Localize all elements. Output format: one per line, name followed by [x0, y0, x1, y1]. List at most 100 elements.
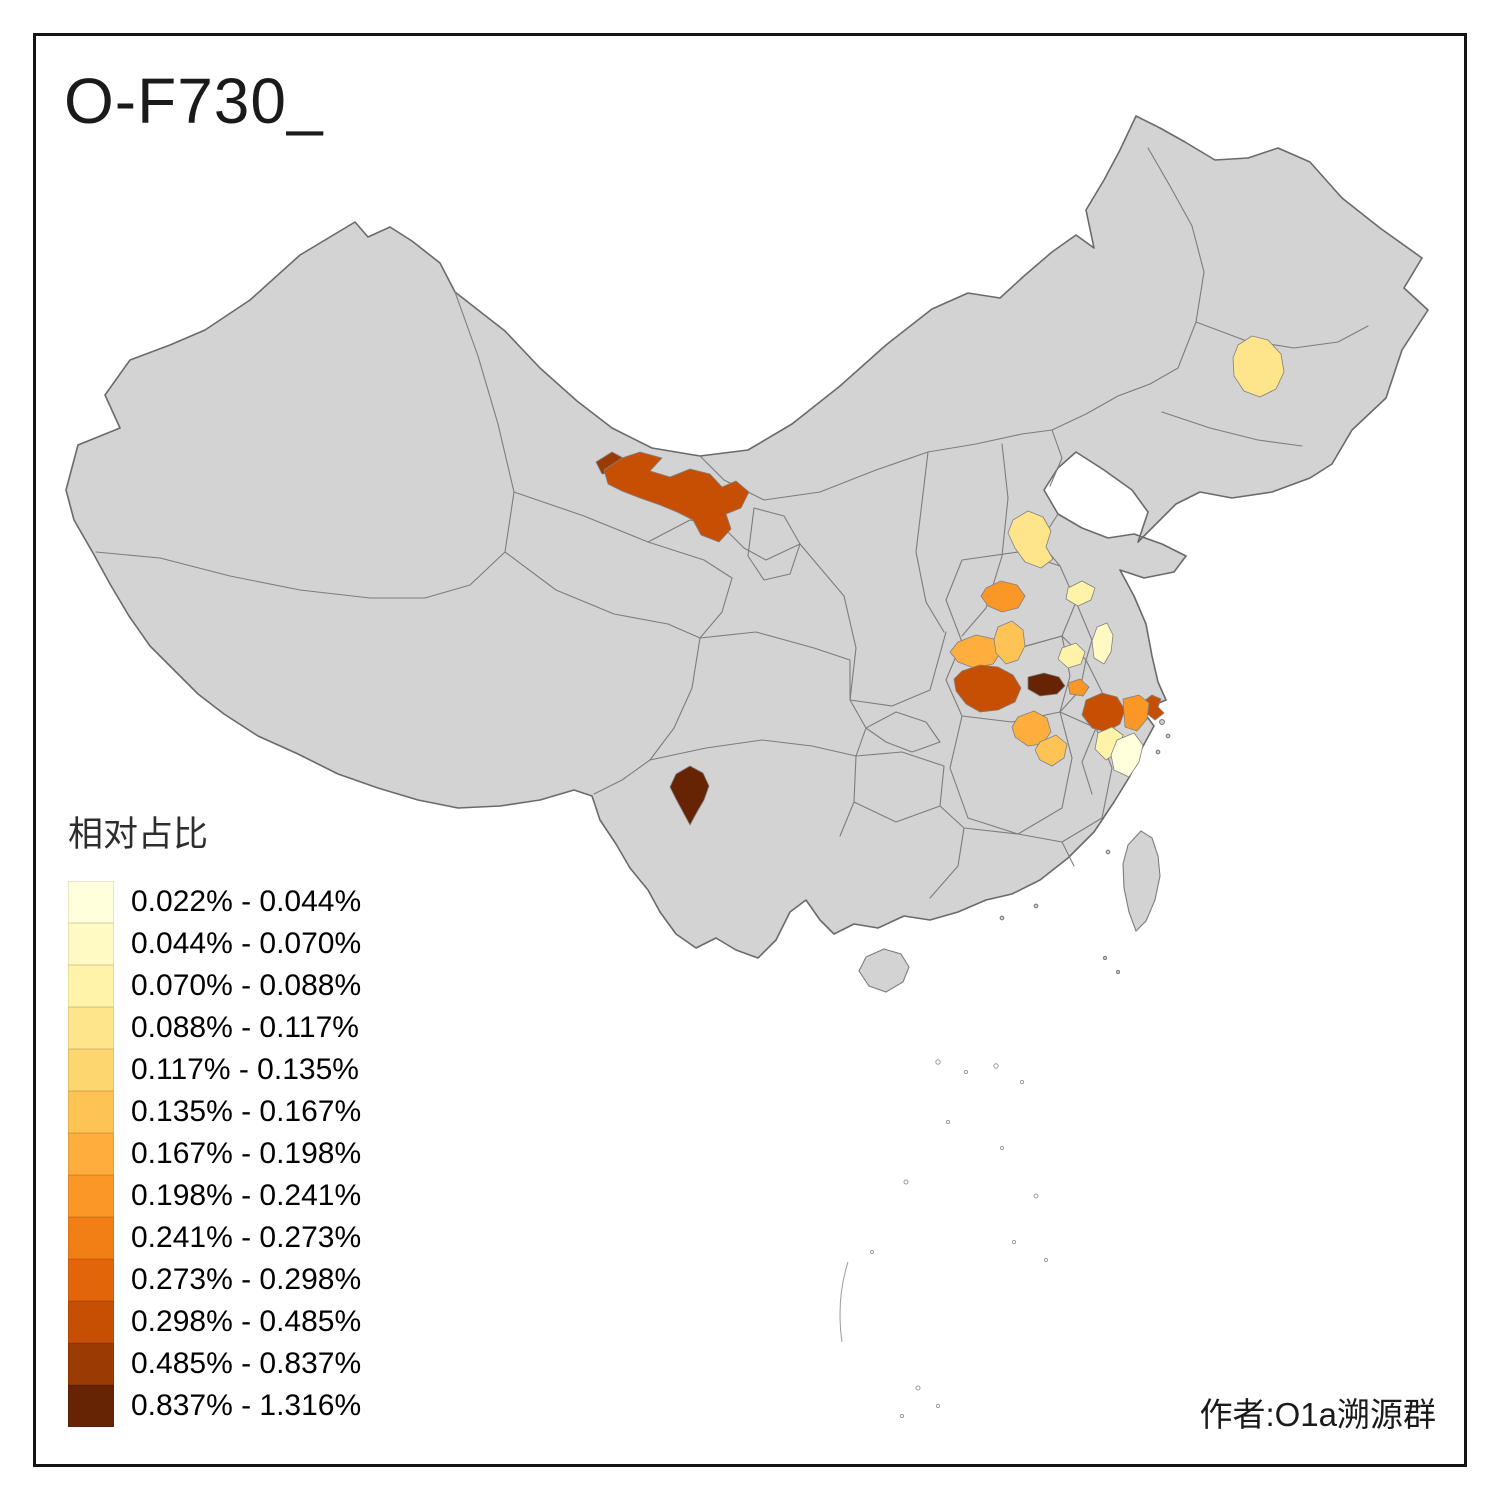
sea-islet	[899, 1413, 905, 1419]
legend-swatch	[68, 1091, 114, 1133]
sea-islet	[869, 1249, 875, 1255]
coastal-island	[1102, 955, 1108, 961]
legend-swatch	[68, 1343, 114, 1385]
region-patch-jiangsu-northwest	[1065, 580, 1096, 607]
boundary-line	[747, 507, 801, 581]
region-patch-hubei-central	[993, 620, 1026, 665]
sea-islet	[1019, 1079, 1025, 1085]
legend-swatch	[68, 1301, 114, 1343]
legend-label: 0.117% - 0.135%	[131, 1053, 359, 1086]
sea-islet	[999, 1145, 1005, 1151]
sea-islet	[903, 1179, 909, 1185]
boundary-line	[945, 635, 1087, 723]
sea-islet	[1011, 1239, 1017, 1245]
coastal-island	[1033, 903, 1039, 909]
boundary-line	[915, 451, 945, 633]
sea-boundary-line	[839, 1261, 849, 1343]
legend-label: 0.088% - 0.117%	[131, 1011, 359, 1044]
legend-item: 0.022% - 0.044%	[68, 881, 361, 923]
region-patch-northeast	[1232, 335, 1285, 398]
legend-item: 0.241% - 0.273%	[68, 1217, 361, 1259]
legend-label: 0.485% - 0.837%	[131, 1347, 362, 1380]
legend-swatch	[68, 1259, 114, 1301]
legend-item: 0.044% - 0.070%	[68, 923, 361, 965]
legend: 相对占比 0.022% - 0.044% 0.044% - 0.070% 0.0…	[68, 806, 361, 1427]
legend-swatch	[68, 1049, 114, 1091]
coastal-island	[1155, 749, 1161, 755]
region-patch-anhui-north	[1057, 642, 1086, 669]
region-patch-jiangsu-middle	[1091, 622, 1114, 665]
legend-label: 0.044% - 0.070%	[131, 927, 362, 960]
legend-item: 0.837% - 1.316%	[68, 1385, 361, 1427]
region-patch-hunan-b	[1034, 734, 1068, 767]
region-patch-yunnan-dark	[669, 765, 710, 826]
boundary-line	[799, 543, 947, 707]
legend-label: 0.198% - 0.241%	[131, 1179, 362, 1212]
legend-item: 0.167% - 0.198%	[68, 1133, 361, 1175]
legend-swatch	[68, 1385, 114, 1427]
region-patch-jiangxi-northeast	[1122, 694, 1150, 732]
legend-item: 0.298% - 0.485%	[68, 1301, 361, 1343]
region-patch-hubei-northwest	[949, 634, 1002, 669]
legend-label: 0.135% - 0.167%	[131, 1095, 362, 1128]
legend-swatch	[68, 1007, 114, 1049]
boundary-line	[961, 443, 1009, 637]
legend-swatch	[68, 1175, 114, 1217]
legend-title: 相对占比	[68, 815, 209, 854]
sea-islet	[935, 1403, 941, 1409]
coastal-island	[1115, 969, 1121, 975]
hainan-island	[858, 948, 910, 993]
region-patch-hubei-southwest	[953, 664, 1022, 713]
legend-item: 0.070% - 0.088%	[68, 965, 361, 1007]
boundary-line	[647, 519, 801, 561]
boundary-line	[1161, 411, 1303, 447]
legend-label: 0.167% - 0.198%	[131, 1137, 362, 1170]
legend-swatch	[68, 923, 114, 965]
south-china-sea-islets	[839, 1059, 1049, 1419]
region-patch-henan-north	[980, 580, 1026, 613]
legend-swatch	[68, 1133, 114, 1175]
sea-islet	[993, 1063, 999, 1069]
taiwan-island	[1122, 830, 1161, 932]
figure-border	[33, 33, 1467, 1467]
region-patch-hubei-east-dark	[1027, 672, 1066, 697]
sea-islet	[945, 1119, 951, 1125]
boundary-line	[865, 711, 941, 753]
legend-item: 0.273% - 0.298%	[68, 1259, 361, 1301]
sea-islet	[963, 1069, 969, 1075]
author-credit: 作者:O1a溯源群	[1199, 1396, 1436, 1433]
legend-label: 0.837% - 1.316%	[131, 1389, 362, 1422]
sea-islet	[935, 1059, 941, 1065]
region-patch-alxa-main	[603, 451, 750, 543]
province-boundaries	[95, 147, 1369, 899]
legend-item: 0.135% - 0.167%	[68, 1091, 361, 1133]
boundary-line	[95, 291, 515, 599]
coastal-island	[999, 915, 1005, 921]
legend-label: 0.298% - 0.485%	[131, 1305, 362, 1338]
sea-islet	[1033, 1193, 1039, 1199]
legend-label: 0.022% - 0.044%	[131, 885, 362, 918]
region-patch-anhui-southeast	[1067, 678, 1090, 697]
boundary-line	[1195, 321, 1369, 349]
figure-title: O-F730_	[64, 65, 324, 137]
legend-label: 0.273% - 0.298%	[131, 1263, 362, 1296]
legend-swatch	[68, 1217, 114, 1259]
legend-item: 0.088% - 0.117%	[68, 1007, 361, 1049]
legend-item: 0.198% - 0.241%	[68, 1175, 361, 1217]
boundary-line	[513, 491, 733, 639]
boundary-line	[504, 551, 701, 795]
legend-label: 0.241% - 0.273%	[131, 1221, 362, 1254]
legend-swatch	[68, 965, 114, 1007]
legend-swatch	[68, 881, 114, 923]
sea-islet	[915, 1385, 921, 1391]
legend-label: 0.070% - 0.088%	[131, 969, 362, 1002]
coastal-island	[1159, 719, 1165, 725]
region-patch-jiangxi-north	[1081, 692, 1126, 733]
legend-item: 0.485% - 0.837%	[68, 1343, 361, 1385]
region-patch-zhejiang-pale	[1110, 732, 1144, 778]
coastal-island	[1105, 849, 1111, 855]
boundary-line	[839, 751, 1075, 899]
boundary-line	[1051, 147, 1205, 431]
